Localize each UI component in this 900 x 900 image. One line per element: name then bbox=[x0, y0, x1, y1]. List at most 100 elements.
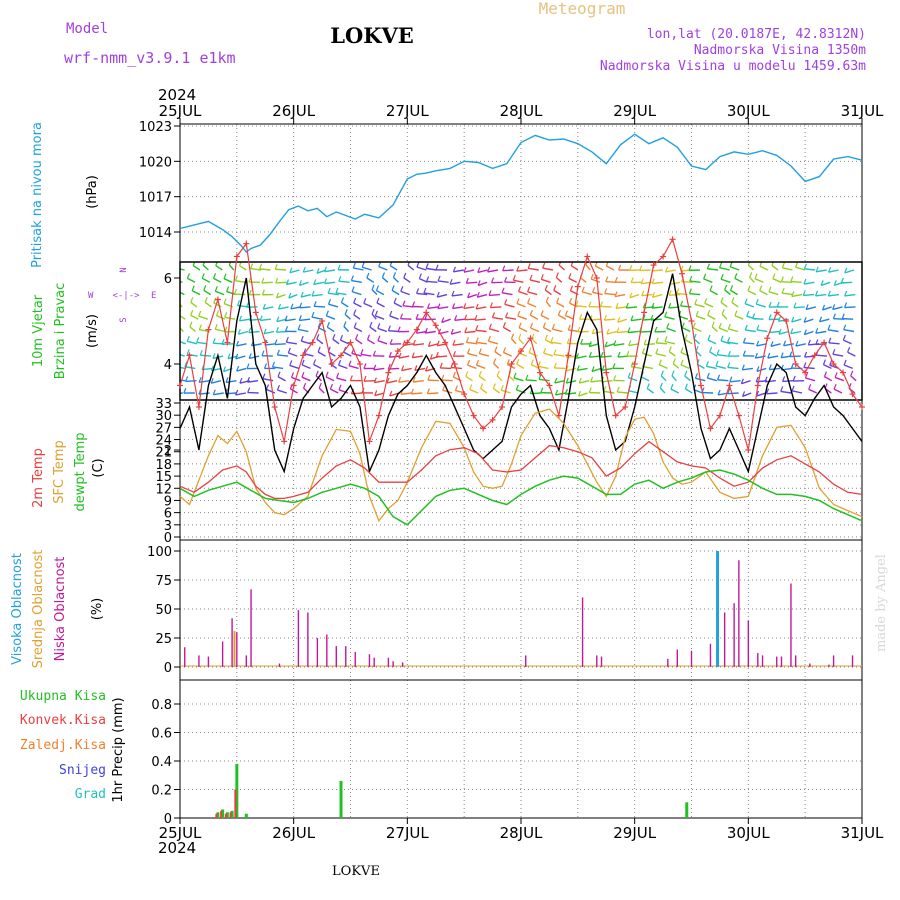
wind-barb bbox=[628, 343, 640, 347]
wind-barb bbox=[261, 281, 273, 284]
wind-barb-tick bbox=[192, 262, 196, 266]
wind-barb-tick bbox=[474, 314, 478, 321]
wind-barb bbox=[604, 343, 615, 348]
wind-barb bbox=[693, 338, 701, 345]
wind-barb-tick bbox=[577, 326, 581, 333]
wind-barb-tick bbox=[820, 280, 824, 286]
wind-barb bbox=[695, 315, 706, 320]
wind-barb bbox=[386, 380, 398, 384]
wind-barb bbox=[289, 364, 300, 370]
wind-barb bbox=[660, 375, 667, 382]
wind-barb-tick bbox=[529, 309, 533, 316]
wind-barb-tick bbox=[681, 322, 685, 328]
wind-barb bbox=[828, 342, 840, 345]
wind-barb bbox=[328, 303, 339, 308]
wind-barb-tick bbox=[776, 301, 780, 308]
wind-barb-tick bbox=[424, 314, 428, 320]
wind-barb bbox=[604, 318, 616, 321]
wind-barb-tick bbox=[630, 315, 634, 321]
wind-barb-tick bbox=[290, 372, 295, 378]
wind-barb-tick bbox=[237, 329, 241, 335]
date-label-top: 29JUL bbox=[613, 102, 656, 120]
pressure-label: Pritisak na nivou mora bbox=[30, 122, 45, 268]
wind-barb bbox=[402, 305, 414, 308]
wind-barb bbox=[693, 327, 702, 333]
wind-barb bbox=[652, 293, 663, 298]
wind-barb-tick bbox=[554, 389, 559, 396]
wind-barb bbox=[187, 277, 196, 283]
wind-barb-tick bbox=[412, 339, 416, 346]
wind-barb bbox=[290, 388, 298, 394]
wind-barb bbox=[288, 352, 298, 357]
wind-barb-tick bbox=[363, 363, 367, 369]
wind-barb-tick bbox=[337, 359, 342, 366]
wind-barb-tick bbox=[783, 340, 787, 346]
wind-barb-tick bbox=[606, 328, 610, 335]
compass-w: W bbox=[88, 291, 94, 301]
wind-barb bbox=[401, 367, 412, 372]
y-tick-label: 0.4 bbox=[151, 755, 172, 770]
precip-conv-bar bbox=[224, 813, 227, 818]
wind-barb-tick bbox=[297, 324, 301, 330]
wind-barb-tick bbox=[655, 337, 659, 344]
wind-barb bbox=[392, 276, 399, 283]
wind-barb-tick bbox=[210, 377, 214, 384]
wind-barb-tick bbox=[274, 264, 278, 270]
wind-barb-tick bbox=[617, 351, 621, 358]
wind-barb-tick bbox=[525, 374, 529, 381]
wind-barb bbox=[190, 301, 198, 308]
wind-barb-tick bbox=[780, 276, 784, 282]
y-tick-label: 21 bbox=[155, 446, 172, 461]
wind-barb-tick bbox=[591, 366, 595, 372]
wind-barb bbox=[544, 339, 554, 345]
date-label-bottom: 28JUL bbox=[500, 824, 543, 842]
station-title: LOKVE bbox=[330, 23, 414, 48]
wind-barb-tick bbox=[671, 370, 675, 376]
wind-barb-tick bbox=[248, 327, 252, 333]
wind-barb-tick bbox=[705, 361, 709, 367]
wind-barb bbox=[276, 293, 286, 299]
wind-barb bbox=[215, 265, 223, 271]
wind-barb-tick bbox=[640, 278, 644, 284]
wind-barb bbox=[180, 392, 183, 395]
wind-barb-tick bbox=[337, 264, 341, 270]
wind-barb bbox=[250, 267, 262, 271]
wind-barb-tick bbox=[658, 359, 662, 365]
year-bottom: 2024 bbox=[158, 839, 196, 857]
wind-barb bbox=[778, 330, 789, 335]
wind-barb bbox=[602, 367, 613, 372]
wind-barb bbox=[585, 264, 591, 271]
wind-barb bbox=[642, 352, 652, 357]
compass-arrows: <-|-> bbox=[112, 291, 140, 301]
wind-barb bbox=[550, 341, 562, 345]
wind-barb-tick bbox=[720, 335, 724, 342]
wind-barb-tick bbox=[734, 310, 738, 316]
wind-barb-tick bbox=[276, 384, 281, 391]
wind-barb-tick bbox=[275, 327, 279, 333]
wind-barb bbox=[275, 281, 287, 284]
wind-barb-tick bbox=[246, 376, 250, 383]
wind-barb bbox=[367, 339, 375, 345]
wind-barb-tick bbox=[821, 304, 826, 311]
wind-barb bbox=[428, 343, 439, 348]
wind-barb-tick bbox=[790, 328, 794, 334]
wind-barb-tick bbox=[289, 383, 293, 390]
wind-barb-tick bbox=[688, 265, 692, 271]
wind-barb-tick bbox=[235, 340, 240, 347]
wind-barb-tick bbox=[344, 309, 348, 315]
wind-barb-tick bbox=[818, 316, 823, 322]
precip-graupel-label: Grad bbox=[75, 787, 106, 802]
wind-barb bbox=[671, 375, 677, 382]
wind-barb bbox=[235, 279, 247, 283]
wind-barb-tick bbox=[517, 347, 521, 353]
wind-barb-tick bbox=[629, 265, 633, 271]
date-label-top: 25JUL bbox=[159, 102, 202, 120]
wind-barb-tick bbox=[398, 352, 402, 359]
wind-barb-tick bbox=[807, 339, 811, 346]
wind-barb bbox=[554, 380, 565, 384]
wind-barb bbox=[588, 343, 599, 348]
wind-barb bbox=[201, 277, 211, 283]
wind-barb-tick bbox=[298, 280, 302, 286]
wind-barb bbox=[378, 265, 388, 271]
